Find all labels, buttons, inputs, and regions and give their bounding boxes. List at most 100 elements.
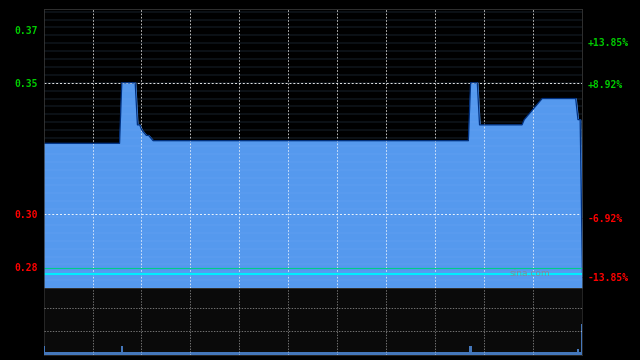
Bar xyxy=(138,352,141,355)
Bar xyxy=(543,352,545,355)
Bar xyxy=(581,324,584,355)
Bar xyxy=(413,352,416,355)
Bar xyxy=(100,352,103,355)
Bar xyxy=(199,352,201,355)
Bar xyxy=(123,352,125,355)
Bar xyxy=(525,352,527,355)
Bar xyxy=(349,352,351,355)
Bar xyxy=(353,352,355,355)
Bar xyxy=(127,352,130,355)
Bar xyxy=(60,352,63,355)
Bar xyxy=(145,352,147,355)
Bar xyxy=(232,352,235,355)
Bar xyxy=(125,352,127,355)
Bar xyxy=(239,352,241,355)
Bar xyxy=(566,352,568,355)
Bar xyxy=(69,352,72,355)
Bar xyxy=(201,352,204,355)
Bar xyxy=(516,352,518,355)
Bar xyxy=(47,352,49,355)
Bar xyxy=(293,352,295,355)
Bar xyxy=(552,352,554,355)
Bar xyxy=(307,352,308,355)
Bar xyxy=(67,352,69,355)
Bar xyxy=(54,352,56,355)
Bar xyxy=(458,352,461,355)
Bar xyxy=(322,352,324,355)
Bar xyxy=(159,352,161,355)
Bar xyxy=(467,352,470,355)
Bar xyxy=(165,352,168,355)
Bar xyxy=(532,352,534,355)
Bar xyxy=(492,352,494,355)
Bar xyxy=(559,352,561,355)
Bar xyxy=(391,352,394,355)
Bar xyxy=(371,352,373,355)
Bar xyxy=(116,352,118,355)
Bar xyxy=(271,352,273,355)
Bar xyxy=(181,352,183,355)
Bar xyxy=(505,352,508,355)
Bar xyxy=(282,352,284,355)
Bar xyxy=(280,352,282,355)
Bar xyxy=(454,352,456,355)
Bar xyxy=(385,352,387,355)
Bar xyxy=(382,352,385,355)
Bar xyxy=(174,352,177,355)
Bar xyxy=(523,352,525,355)
Bar xyxy=(398,352,400,355)
Bar xyxy=(508,352,509,355)
Bar xyxy=(577,348,579,355)
Bar xyxy=(147,352,150,355)
Text: sina.com: sina.com xyxy=(509,269,550,278)
Bar xyxy=(342,352,344,355)
Bar xyxy=(217,352,219,355)
Bar xyxy=(56,352,58,355)
Bar xyxy=(394,352,396,355)
Bar xyxy=(548,352,550,355)
Bar xyxy=(387,352,389,355)
Bar xyxy=(99,352,100,355)
Bar xyxy=(476,352,479,355)
Bar xyxy=(228,352,230,355)
Bar xyxy=(479,352,481,355)
Bar xyxy=(161,352,163,355)
Bar xyxy=(367,352,369,355)
Bar xyxy=(328,352,331,355)
Bar xyxy=(85,352,87,355)
Bar xyxy=(452,352,454,355)
Bar xyxy=(420,352,422,355)
Bar xyxy=(284,352,286,355)
Bar xyxy=(447,352,449,355)
Bar xyxy=(192,352,195,355)
Bar xyxy=(344,352,346,355)
Bar xyxy=(483,352,485,355)
Bar xyxy=(331,352,333,355)
Bar xyxy=(156,352,159,355)
Bar xyxy=(557,352,559,355)
Bar xyxy=(83,352,85,355)
Bar xyxy=(266,352,268,355)
Bar xyxy=(545,352,548,355)
Bar xyxy=(298,352,300,355)
Bar xyxy=(183,352,186,355)
Bar xyxy=(163,352,165,355)
Bar xyxy=(105,352,108,355)
Bar xyxy=(496,352,499,355)
Bar xyxy=(121,346,123,355)
Bar xyxy=(205,352,208,355)
Bar xyxy=(449,352,452,355)
Bar xyxy=(351,352,353,355)
Bar xyxy=(65,352,67,355)
Bar xyxy=(404,352,407,355)
Bar xyxy=(536,352,539,355)
Bar xyxy=(463,352,465,355)
Bar xyxy=(418,352,420,355)
Bar xyxy=(259,352,262,355)
Bar xyxy=(90,352,92,355)
Bar xyxy=(500,352,503,355)
Bar xyxy=(246,352,248,355)
Bar xyxy=(63,352,65,355)
Bar xyxy=(72,352,74,355)
Bar xyxy=(335,352,337,355)
